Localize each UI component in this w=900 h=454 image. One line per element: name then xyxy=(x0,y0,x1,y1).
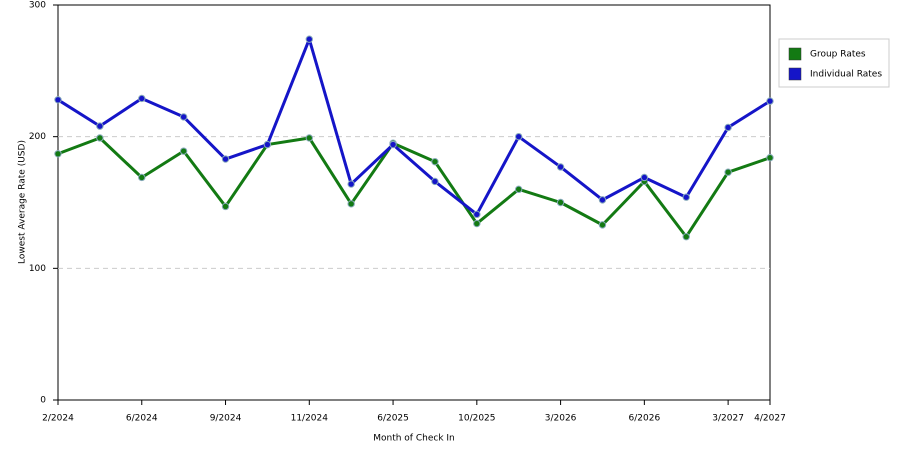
x-tick-label: 6/2024 xyxy=(126,414,158,424)
point xyxy=(263,140,272,149)
point xyxy=(682,193,690,201)
legend-swatch xyxy=(788,47,802,61)
legend-label: Group Rates xyxy=(810,50,866,60)
point xyxy=(431,157,439,166)
point xyxy=(473,219,481,228)
legend-swatch xyxy=(788,67,802,81)
y-tick-label: 0 xyxy=(40,396,46,406)
point xyxy=(221,155,230,163)
x-tick-label: 6/2025 xyxy=(377,414,409,424)
point xyxy=(54,150,62,158)
x-tick-label: 3/2027 xyxy=(712,414,744,424)
x-axis-label: Month of Check In xyxy=(373,434,455,444)
point xyxy=(766,154,774,162)
x-tick-label: 3/2026 xyxy=(545,414,577,424)
y-tick-label: 100 xyxy=(29,264,46,274)
point xyxy=(221,202,230,211)
series-line xyxy=(57,136,771,239)
point xyxy=(96,122,104,130)
series-line xyxy=(57,37,771,216)
point xyxy=(640,173,649,182)
point xyxy=(473,210,481,219)
y-axis-label: Lowest Average Rate (USD) xyxy=(18,140,28,264)
point xyxy=(138,173,146,182)
point xyxy=(515,185,523,194)
x-tick-label: 11/2024 xyxy=(291,414,329,424)
point xyxy=(96,134,104,142)
point xyxy=(556,163,565,171)
y-tick-label: 300 xyxy=(29,1,46,11)
point xyxy=(138,94,146,103)
point xyxy=(179,113,188,121)
point xyxy=(179,147,188,155)
point xyxy=(598,196,607,204)
point xyxy=(305,35,313,43)
y-tick-label: 200 xyxy=(29,132,46,142)
x-tick-label: 10/2025 xyxy=(458,414,495,424)
point xyxy=(431,177,439,186)
point xyxy=(54,96,62,104)
point xyxy=(724,168,732,176)
point xyxy=(766,97,774,105)
point xyxy=(347,200,355,208)
x-tick-label: 9/2024 xyxy=(210,414,242,424)
point xyxy=(556,198,565,207)
point xyxy=(515,132,523,141)
point xyxy=(389,140,397,149)
x-tick-label: 2/2024 xyxy=(42,414,74,424)
point xyxy=(347,180,355,188)
plot-area xyxy=(57,4,771,401)
legend-label: Individual Rates xyxy=(810,70,882,80)
x-tick-label: 6/2026 xyxy=(629,414,661,424)
point xyxy=(724,123,732,132)
point xyxy=(305,134,313,142)
point xyxy=(598,221,607,229)
point xyxy=(682,233,690,241)
x-tick-label: 4/2027 xyxy=(754,414,786,424)
